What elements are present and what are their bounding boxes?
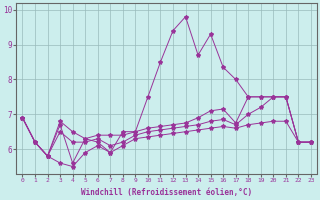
X-axis label: Windchill (Refroidissement éolien,°C): Windchill (Refroidissement éolien,°C) xyxy=(81,188,252,197)
